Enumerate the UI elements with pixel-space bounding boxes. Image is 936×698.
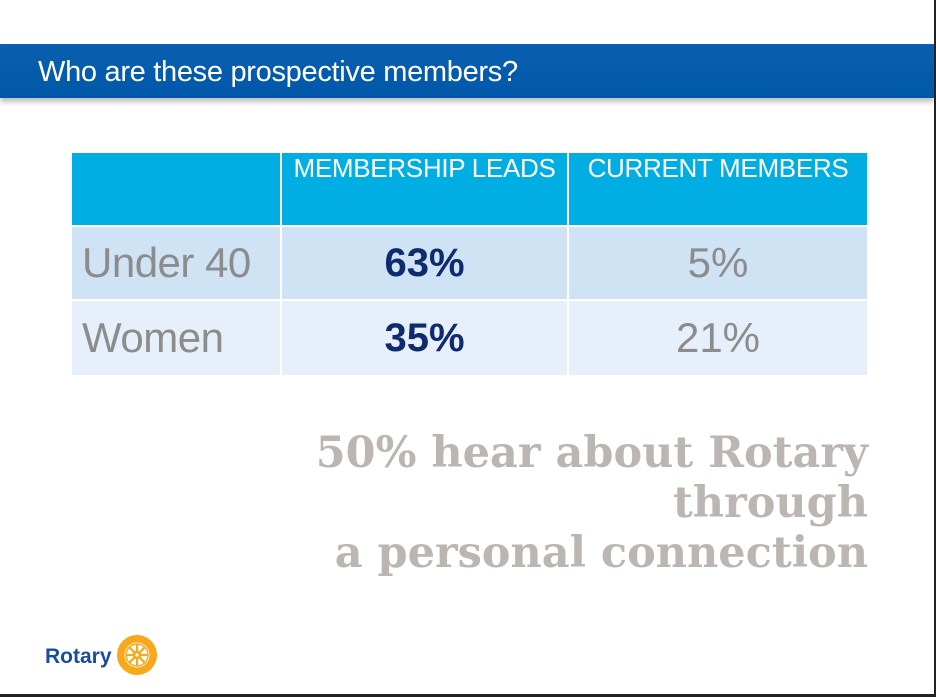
table-header-row: MEMBERSHIP LEADS CURRENT MEMBERS — [70, 151, 869, 227]
header-cell-empty — [70, 151, 282, 227]
rotary-logo: Rotary — [45, 634, 158, 680]
rotary-wheel-icon — [116, 634, 158, 681]
stats-table: MEMBERSHIP LEADS CURRENT MEMBERS Under 4… — [70, 151, 869, 377]
under-40-current-value: 5% — [567, 225, 869, 301]
logo-wordmark: Rotary — [45, 645, 112, 668]
under-40-leads-value: 63% — [280, 225, 569, 301]
quote-callout: 50% hear about Rotary through a personal… — [316, 428, 868, 578]
women-leads-value: 35% — [280, 299, 569, 377]
row-label-under-40: Under 40 — [70, 225, 282, 301]
header-current-members: CURRENT MEMBERS — [567, 151, 869, 227]
title-bar: Who are these prospective members? — [0, 44, 934, 98]
women-current-value: 21% — [567, 299, 869, 377]
quote-line-2: through — [672, 478, 868, 528]
table-row: Under 40 63% 5% — [70, 225, 869, 301]
row-label-women: Women — [70, 299, 282, 377]
quote-line-1: 50% hear about Rotary — [315, 428, 868, 478]
table-row: Women 35% 21% — [70, 299, 869, 377]
quote-line-3: a personal connection — [334, 528, 868, 578]
slide-title: Who are these prospective members? — [38, 56, 518, 88]
header-membership-leads: MEMBERSHIP LEADS — [280, 151, 569, 227]
